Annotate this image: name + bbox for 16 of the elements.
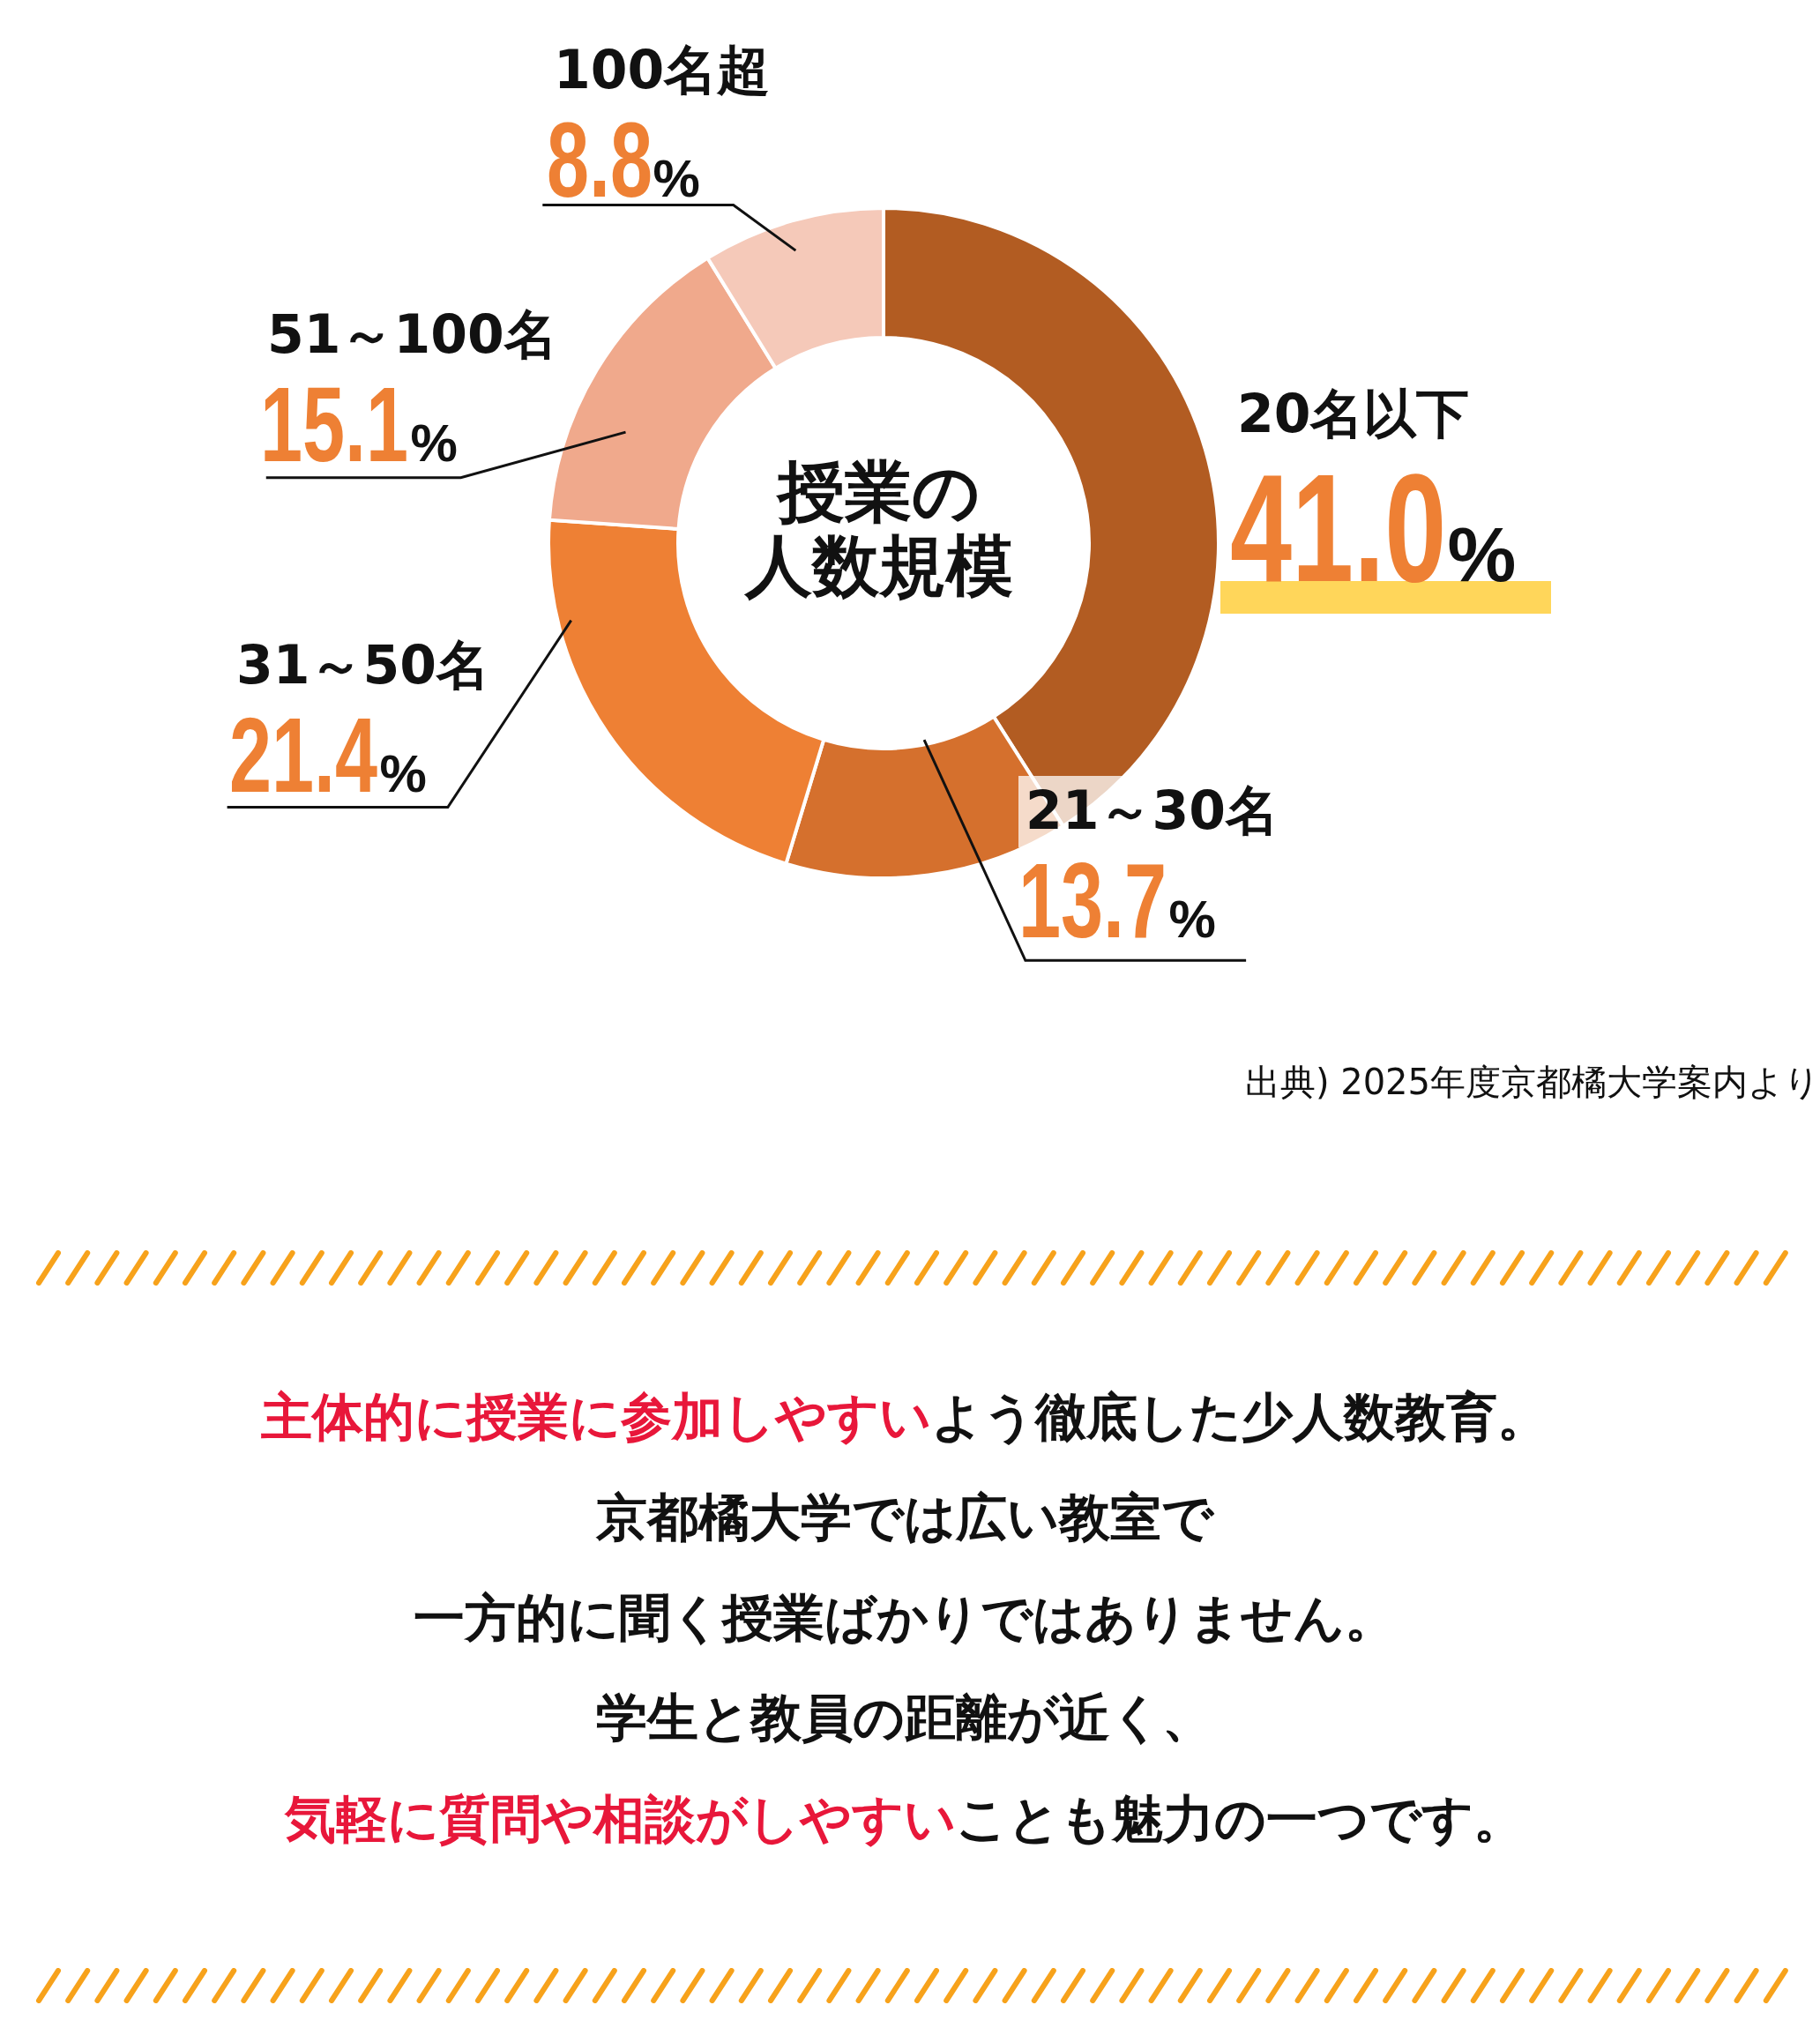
- text: 一方的に聞く授業ばかりではありません。: [414, 1588, 1396, 1648]
- text: 京都橘大学では広い教室で: [596, 1487, 1213, 1547]
- slice-label: 51～100名: [266, 302, 558, 367]
- text: 気軽に質問や相談がしやすい: [285, 1789, 956, 1849]
- text: 授業の人数規模: [743, 452, 1014, 605]
- slice-label: 21～30名: [1018, 776, 1286, 847]
- slice-label: 100名超: [553, 38, 772, 102]
- text: 学生と教員の距離が近く、: [596, 1688, 1213, 1748]
- data-label: 21.4%: [229, 696, 427, 814]
- data-label: 15.1%: [260, 365, 458, 483]
- source-note: 出典) 2025年度京都橘大学案内より: [1244, 1061, 1820, 1104]
- data-label: 8.8%: [547, 101, 700, 219]
- slice-label: 31～50名: [235, 633, 490, 697]
- text: よう徹底した少人数教育。: [931, 1387, 1548, 1447]
- text: 主体的に授業に参加しやすい: [261, 1387, 931, 1447]
- text: ことも魅力の一つです。: [956, 1789, 1525, 1849]
